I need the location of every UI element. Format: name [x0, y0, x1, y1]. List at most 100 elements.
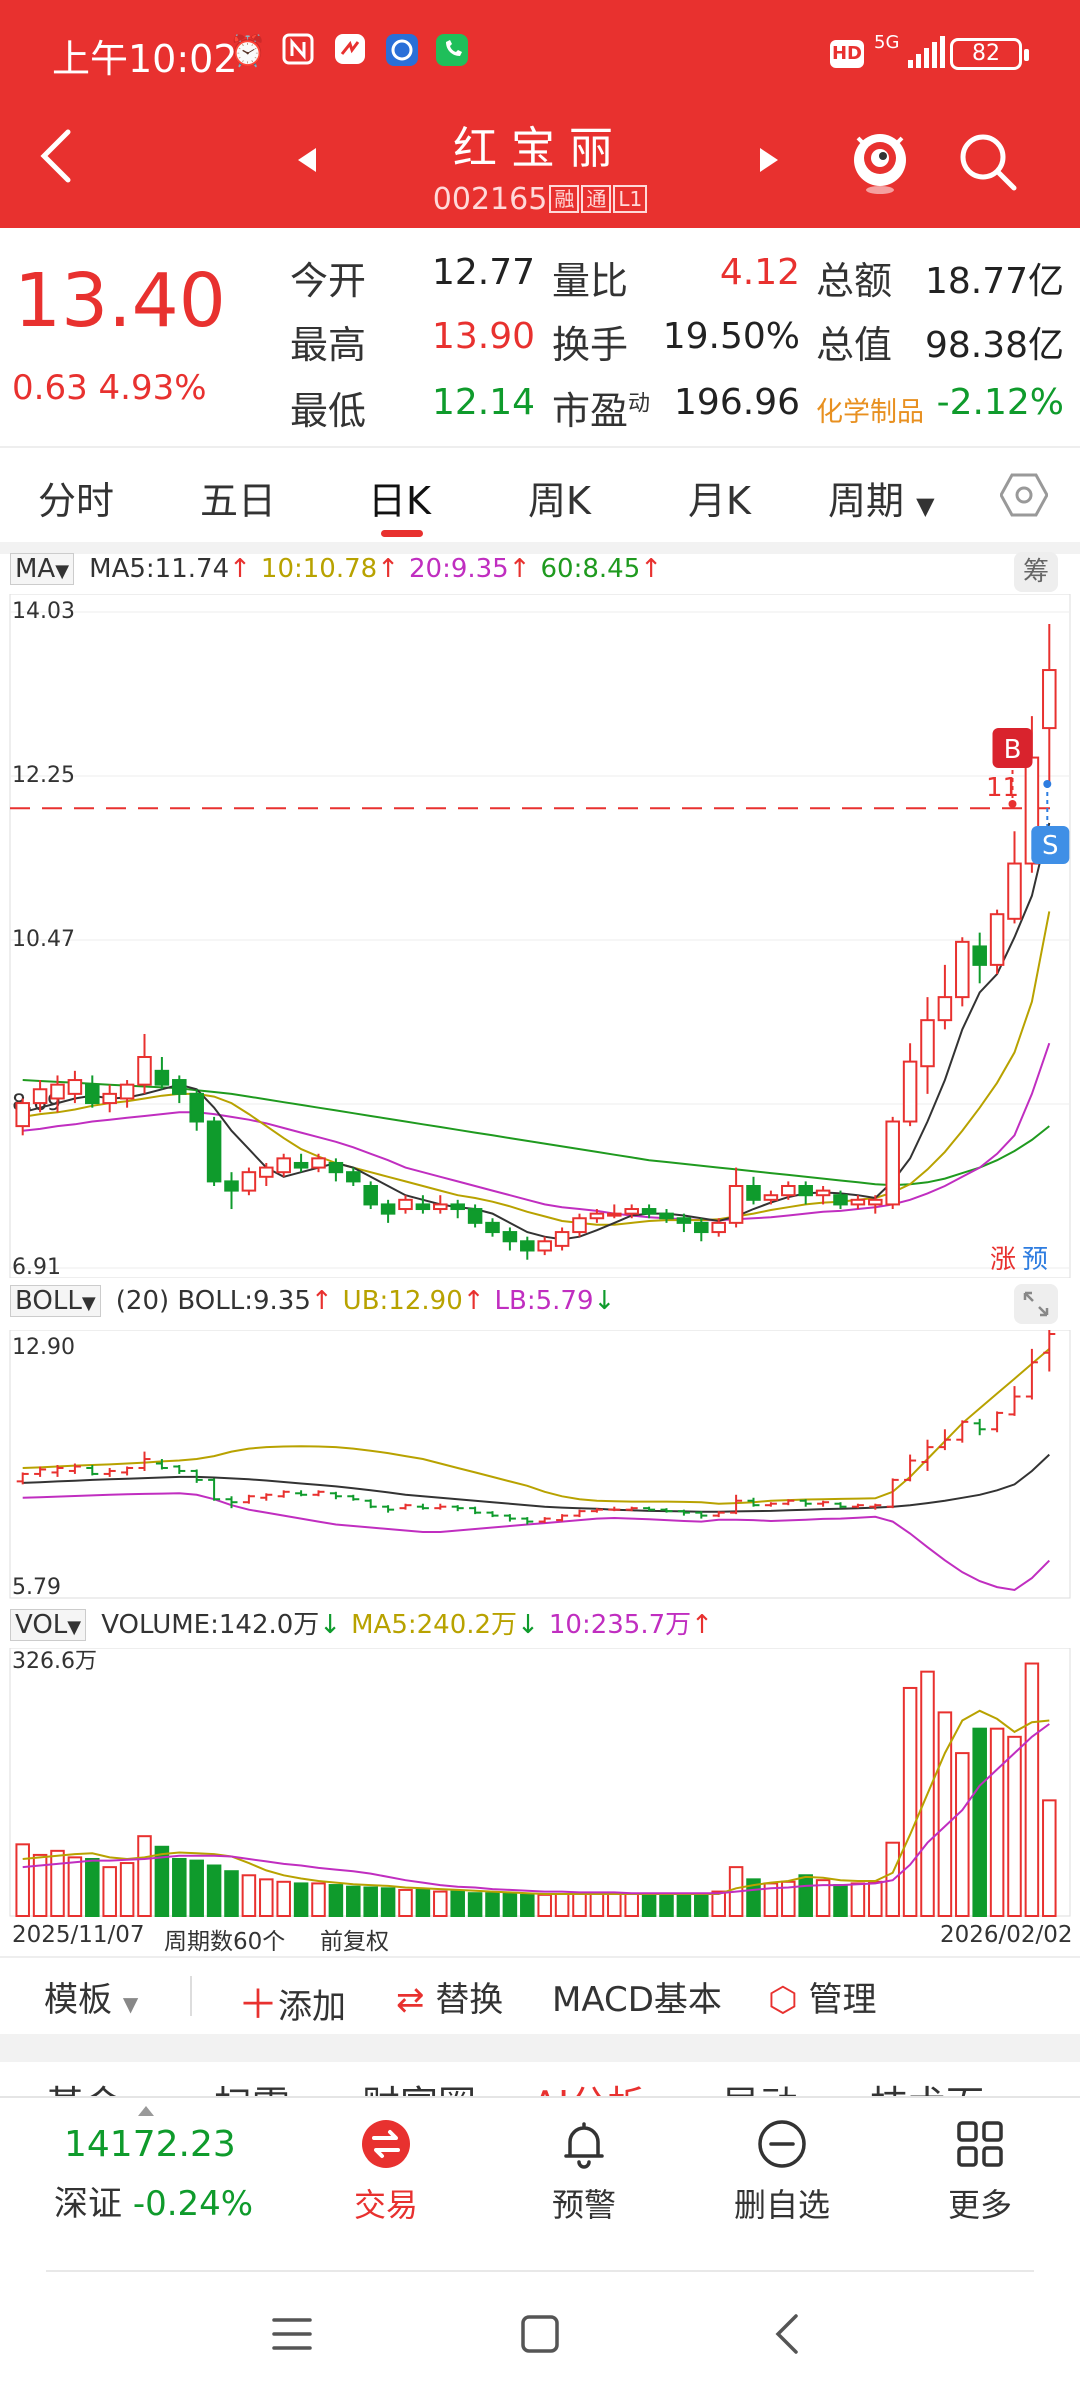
volume-chart[interactable]: 326.6万: [0, 1648, 1080, 1918]
candle: [346, 1167, 361, 1186]
volume-bar: [172, 1857, 187, 1917]
quote-value: 196.96: [674, 382, 800, 423]
adjust-mode[interactable]: 前复权: [320, 1929, 389, 1955]
boll-bar: [329, 1491, 342, 1500]
boll-bar: [1043, 1330, 1056, 1372]
boll-indicator-select[interactable]: BOLL▼: [10, 1285, 101, 1317]
candle-body: [154, 1069, 170, 1086]
volume-bar: [32, 1853, 48, 1917]
legend-item: UB:12.90↑: [342, 1286, 485, 1316]
chart-frame: [9, 594, 1071, 1278]
quote-fields: 今开 12.77 量比 4.12 总额 18.77亿 最高 13.90 换手 19.50% 总值 98…: [0, 228, 1080, 446]
volume-bar: [902, 1686, 918, 1917]
buy-marker-dot: [1008, 800, 1017, 808]
vol-indicator-select[interactable]: VOL▼: [10, 1609, 87, 1641]
menu-icon[interactable]: [270, 2314, 314, 2358]
tab-technical[interactable]: 技术面: [870, 2074, 984, 2098]
boll-bar: [590, 1508, 603, 1513]
candle-body: [241, 1171, 257, 1192]
nav-alert[interactable]: 预警: [514, 2118, 654, 2226]
candle: [67, 1070, 83, 1104]
boll-bar: [1025, 1348, 1038, 1400]
back-icon[interactable]: [36, 128, 76, 188]
y-axis-label: 12.90: [12, 1335, 75, 1360]
tab-daily-k[interactable]: 日K: [368, 479, 431, 523]
boll-bar: [747, 1497, 760, 1507]
home-icon[interactable]: [518, 2312, 562, 2360]
candle-body: [955, 940, 970, 999]
macd-button[interactable]: MACD基本: [552, 1980, 722, 2020]
tab-five-day[interactable]: 五日: [200, 479, 277, 523]
index-value[interactable]: 14172.23: [64, 2124, 236, 2165]
volume-bar: [467, 1892, 483, 1917]
start-date: 2025/11/07: [12, 1922, 145, 1948]
tab-monthly-k[interactable]: 月K: [688, 479, 751, 523]
mascot-icon[interactable]: [848, 126, 912, 200]
candle-body: [172, 1079, 187, 1095]
tab-period-dropdown[interactable]: 周期 ▼: [828, 479, 935, 523]
tab-ai-analysis[interactable]: AI分析: [532, 2074, 645, 2098]
hd-icon: HD: [830, 40, 864, 68]
search-icon[interactable]: [956, 130, 1020, 198]
candle-body: [833, 1194, 848, 1206]
candle: [798, 1181, 813, 1205]
app-notify-icon: [330, 32, 370, 72]
settings-icon[interactable]: [999, 472, 1049, 522]
expand-icon[interactable]: [1014, 1284, 1058, 1324]
candle-body: [50, 1083, 65, 1100]
back-nav-icon[interactable]: [772, 2312, 802, 2360]
tab-fund[interactable]: 基金: [46, 2074, 122, 2098]
ma-indicator-select[interactable]: MA▼: [10, 553, 75, 585]
candle-body: [450, 1203, 465, 1211]
index-summary[interactable]: 深证 -0.24%: [54, 2184, 254, 2224]
quote-value: 98.38亿: [924, 325, 1064, 366]
boll-bar: [869, 1503, 882, 1510]
candle-body: [398, 1198, 413, 1211]
candle-body: [485, 1221, 500, 1234]
candle-body: [189, 1092, 204, 1123]
add-button[interactable]: ＋添加: [238, 1982, 346, 2028]
volume-bar: [937, 1711, 953, 1917]
candle-body: [746, 1185, 761, 1201]
volume-bar: [694, 1893, 709, 1917]
alarm-icon: ⏰: [229, 34, 267, 69]
y-axis-label: 14.03: [12, 599, 75, 624]
quote-value: 13.90: [431, 316, 535, 357]
tab-weekly-k[interactable]: 周K: [528, 479, 591, 523]
tab-intraday[interactable]: 分时: [38, 479, 115, 523]
candle: [1007, 831, 1022, 924]
quote-value: 12.77: [431, 252, 535, 293]
tab-wealth-circle[interactable]: 财富圈: [362, 2074, 476, 2098]
nav-trade[interactable]: 交易: [316, 2118, 456, 2226]
tab-risk-scan[interactable]: 扫雷: [214, 2074, 290, 2098]
replace-button[interactable]: ⇄ 替换: [396, 1980, 504, 2020]
nav-more[interactable]: 更多: [910, 2118, 1050, 2226]
volume-bar: [346, 1885, 361, 1918]
price-line-label: 11: [986, 773, 1019, 803]
next-stock-icon[interactable]: [758, 146, 780, 178]
volume-bar: [363, 1886, 378, 1918]
manage-button[interactable]: ⬡ 管理: [768, 1980, 877, 2020]
boll-chart[interactable]: 12.90 5.79: [0, 1330, 1080, 1600]
boll-bar: [538, 1517, 551, 1524]
candle-body: [85, 1083, 100, 1105]
nav-remove-watchlist[interactable]: 删自选: [712, 2118, 852, 2226]
chevron-down-icon: ▼: [81, 1293, 96, 1314]
candle-body: [798, 1185, 813, 1197]
volume-bar: [380, 1887, 396, 1918]
candle-body: [972, 945, 987, 966]
prev-stock-icon[interactable]: [296, 146, 318, 178]
badge-level: L1: [613, 185, 648, 213]
tab-movement[interactable]: 异动: [722, 2074, 798, 2098]
boll-bar: [991, 1411, 1004, 1433]
boll-bar: [904, 1454, 917, 1482]
y-axis-label: 5.79: [12, 1575, 61, 1600]
volume-bar: [502, 1893, 518, 1917]
candle: [32, 1080, 48, 1113]
volume-bar: [1042, 1799, 1057, 1917]
candle: [189, 1089, 204, 1131]
y-axis-label: 10.47: [12, 927, 75, 952]
chip-distribution-button[interactable]: 筹: [1014, 552, 1058, 592]
template-dropdown[interactable]: 模板 ▼: [44, 1980, 139, 2020]
